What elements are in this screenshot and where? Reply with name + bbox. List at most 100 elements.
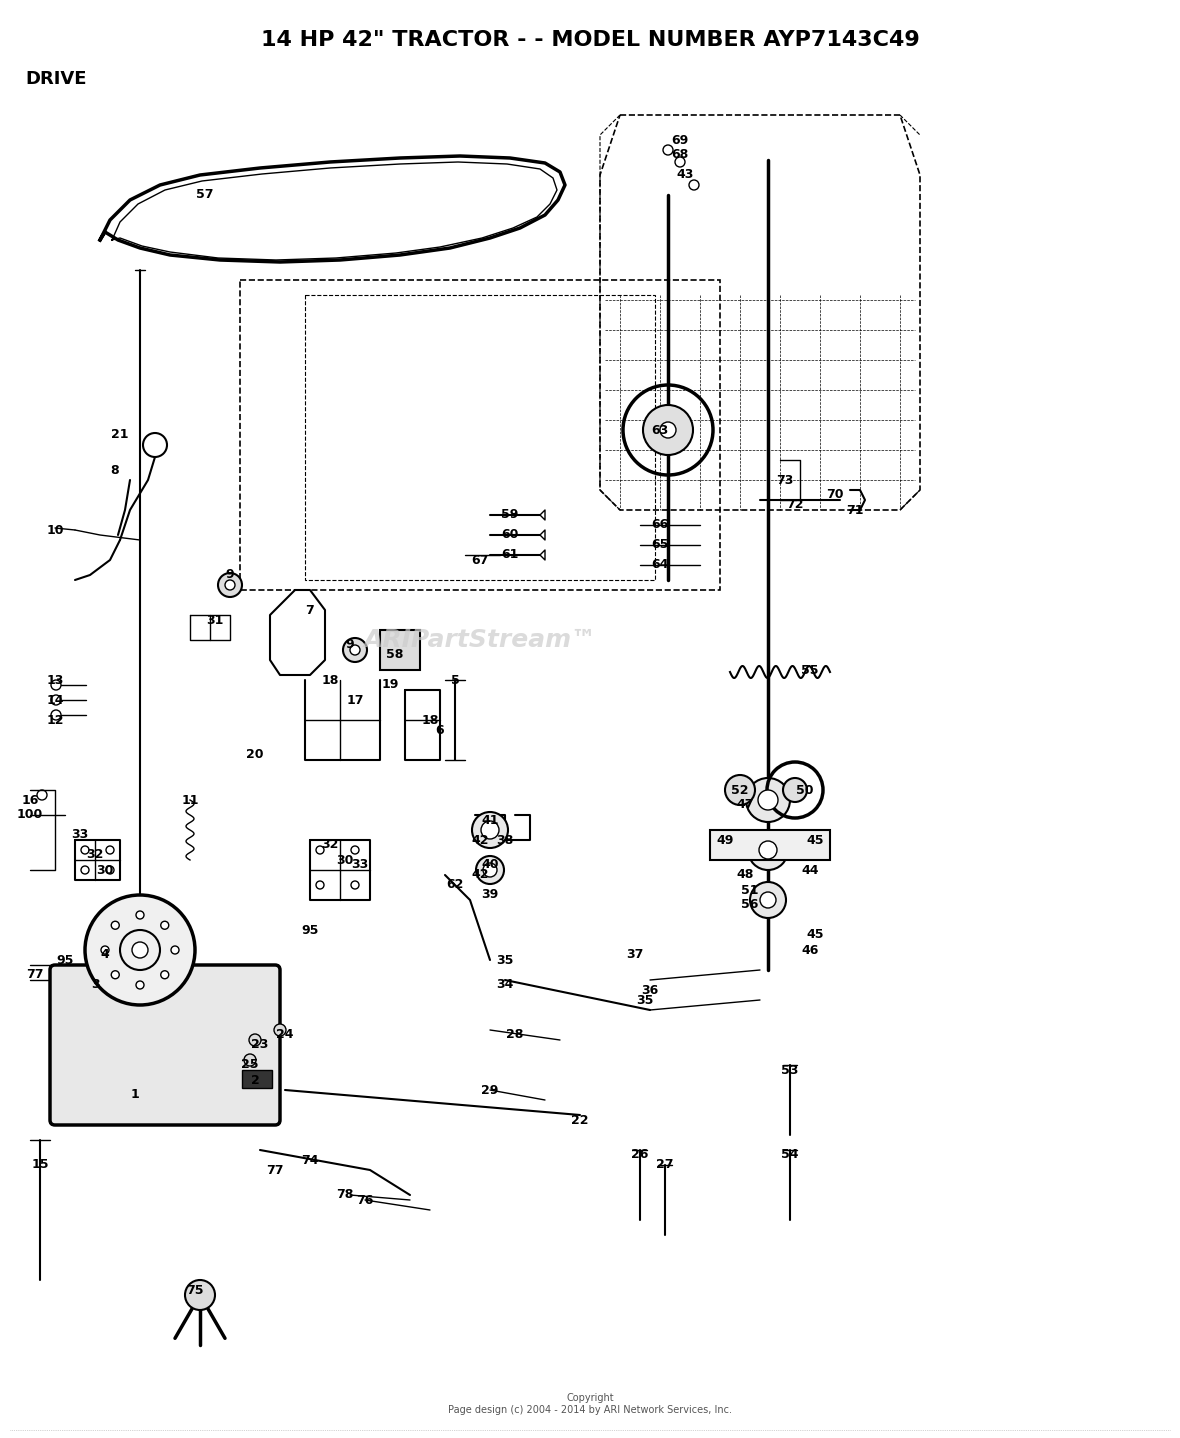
Text: 95: 95 xyxy=(301,923,319,936)
Text: 21: 21 xyxy=(111,429,129,441)
Circle shape xyxy=(85,894,195,1005)
Circle shape xyxy=(244,1054,256,1066)
Text: 56: 56 xyxy=(741,899,759,912)
Text: 31: 31 xyxy=(206,614,224,627)
Text: 65: 65 xyxy=(651,538,669,552)
Text: 24: 24 xyxy=(276,1028,294,1041)
Text: 66: 66 xyxy=(651,519,669,532)
Circle shape xyxy=(660,421,676,439)
Circle shape xyxy=(51,710,61,720)
Text: 44: 44 xyxy=(801,863,819,877)
Text: 26: 26 xyxy=(631,1149,649,1162)
Text: 30: 30 xyxy=(336,854,354,867)
Circle shape xyxy=(81,846,88,854)
Text: 72: 72 xyxy=(786,499,804,512)
Circle shape xyxy=(136,981,144,989)
Text: 46: 46 xyxy=(801,943,819,956)
Text: 14: 14 xyxy=(46,693,64,706)
Text: 7: 7 xyxy=(306,604,314,617)
Text: 49: 49 xyxy=(716,834,734,847)
Text: 3: 3 xyxy=(91,978,99,991)
Text: 29: 29 xyxy=(481,1083,499,1097)
Circle shape xyxy=(316,881,324,889)
Circle shape xyxy=(643,406,693,454)
Circle shape xyxy=(136,912,144,919)
Circle shape xyxy=(350,646,360,654)
Text: 58: 58 xyxy=(386,649,404,661)
Text: 14 HP 42" TRACTOR - - MODEL NUMBER AYP7143C49: 14 HP 42" TRACTOR - - MODEL NUMBER AYP71… xyxy=(261,30,919,50)
Circle shape xyxy=(760,892,776,907)
Circle shape xyxy=(689,180,699,190)
Text: 69: 69 xyxy=(671,134,689,147)
Text: 25: 25 xyxy=(241,1058,258,1071)
Bar xyxy=(710,830,830,860)
Circle shape xyxy=(343,638,367,661)
Text: 10: 10 xyxy=(46,523,64,536)
Circle shape xyxy=(316,846,324,854)
Text: 32: 32 xyxy=(86,848,104,861)
Circle shape xyxy=(758,789,778,810)
Text: 20: 20 xyxy=(247,749,264,762)
Circle shape xyxy=(143,433,168,457)
Text: 59: 59 xyxy=(502,509,519,522)
Circle shape xyxy=(675,157,686,167)
Circle shape xyxy=(160,971,169,979)
Text: 32: 32 xyxy=(321,838,339,851)
Text: Copyright
Page design (c) 2004 - 2014 by ARI Network Services, Inc.: Copyright Page design (c) 2004 - 2014 by… xyxy=(448,1393,732,1415)
Text: 74: 74 xyxy=(301,1153,319,1166)
Text: 68: 68 xyxy=(671,148,689,161)
Circle shape xyxy=(132,942,148,958)
Circle shape xyxy=(225,580,235,590)
Text: 6: 6 xyxy=(435,723,445,736)
Bar xyxy=(380,630,420,670)
Text: 55: 55 xyxy=(801,663,819,676)
Text: 77: 77 xyxy=(26,969,44,982)
Text: 42: 42 xyxy=(471,834,489,847)
Text: 50: 50 xyxy=(796,784,814,797)
Circle shape xyxy=(746,778,789,823)
Text: 53: 53 xyxy=(781,1064,799,1077)
Circle shape xyxy=(171,946,179,953)
Text: 48: 48 xyxy=(736,869,754,881)
Text: 77: 77 xyxy=(267,1163,283,1176)
Text: 30: 30 xyxy=(97,863,113,877)
Circle shape xyxy=(472,812,509,848)
Text: 28: 28 xyxy=(506,1028,524,1041)
Text: 71: 71 xyxy=(846,503,864,516)
Bar xyxy=(242,1070,273,1089)
Text: 34: 34 xyxy=(497,978,513,991)
Circle shape xyxy=(218,572,242,597)
Text: 36: 36 xyxy=(642,984,658,997)
Text: 42: 42 xyxy=(471,869,489,881)
Bar xyxy=(240,280,720,590)
Circle shape xyxy=(748,830,788,870)
Text: 60: 60 xyxy=(502,529,519,542)
Text: 100: 100 xyxy=(17,808,44,821)
Text: 39: 39 xyxy=(481,889,499,902)
Text: 38: 38 xyxy=(497,834,513,847)
Text: 1: 1 xyxy=(131,1089,139,1102)
Text: 16: 16 xyxy=(21,794,39,807)
Text: 4: 4 xyxy=(100,949,110,962)
Text: 45: 45 xyxy=(806,929,824,942)
Text: 18: 18 xyxy=(421,713,439,726)
Text: DRIVE: DRIVE xyxy=(25,70,86,88)
Text: 73: 73 xyxy=(776,473,794,486)
Text: 2: 2 xyxy=(250,1074,260,1087)
Text: 67: 67 xyxy=(471,554,489,567)
Circle shape xyxy=(759,841,776,858)
Circle shape xyxy=(725,775,755,805)
Text: 62: 62 xyxy=(446,879,464,892)
Text: 18: 18 xyxy=(321,673,339,686)
Circle shape xyxy=(185,1280,215,1310)
Text: 33: 33 xyxy=(352,858,368,871)
Circle shape xyxy=(476,856,504,884)
Text: 13: 13 xyxy=(46,673,64,686)
Text: 9: 9 xyxy=(346,638,354,651)
Text: 43: 43 xyxy=(676,168,694,181)
Text: 22: 22 xyxy=(571,1113,589,1126)
FancyBboxPatch shape xyxy=(50,965,280,1125)
Text: 12: 12 xyxy=(46,713,64,726)
Circle shape xyxy=(160,922,169,929)
Text: 17: 17 xyxy=(346,693,363,706)
